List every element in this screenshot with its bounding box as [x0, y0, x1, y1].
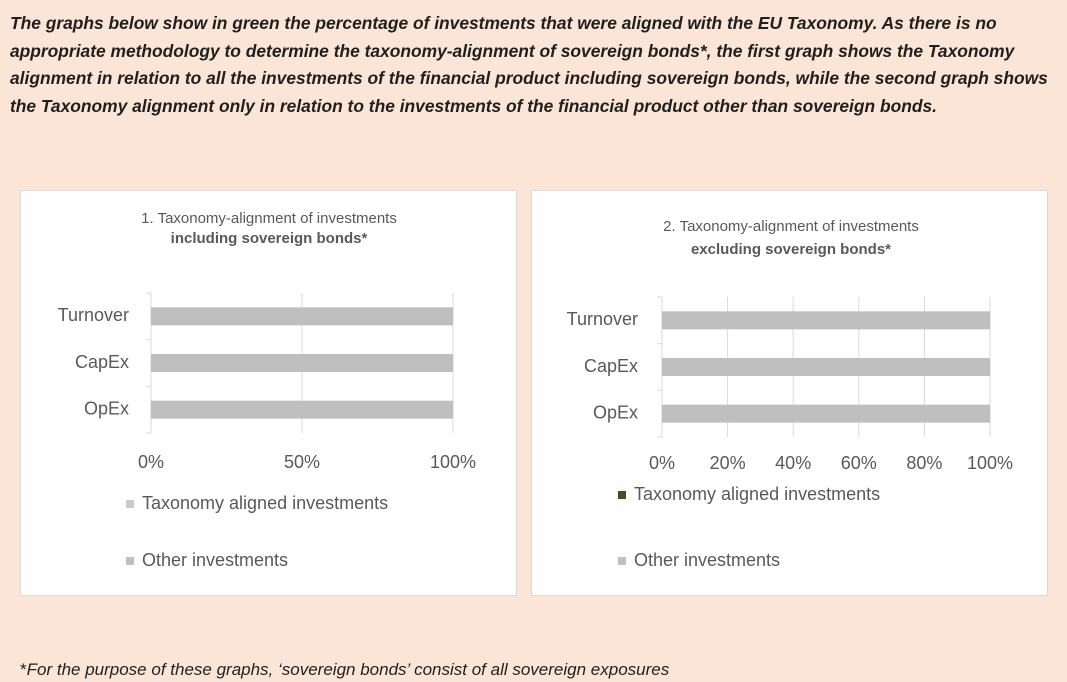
legend-swatch — [126, 500, 134, 508]
chart-subtitle: including sovereign bonds* — [171, 230, 368, 247]
bar-segment — [662, 358, 990, 376]
x-tick-label: 20% — [710, 453, 746, 473]
bar-segment — [151, 307, 453, 326]
x-tick-label: 100% — [967, 453, 1013, 473]
x-tick-label: 60% — [841, 453, 877, 473]
footnote-mark: * — [20, 660, 27, 679]
bar-segment — [662, 311, 990, 330]
chart-panel: 2. Taxonomy-alignment of investments excl… — [531, 190, 1048, 596]
footnote-text: For the purpose of these graphs, ‘sovere… — [26, 660, 670, 679]
legend-swatch — [618, 491, 626, 499]
category-label: Turnover — [58, 305, 129, 325]
x-tick-label: 50% — [284, 452, 320, 472]
x-tick-label: 80% — [906, 453, 942, 473]
legend-label: Taxonomy aligned investments — [634, 484, 880, 504]
category-label: OpEx — [593, 402, 638, 422]
x-tick-label: 0% — [649, 453, 675, 473]
chart-title: 2. Taxonomy-alignment of investments — [663, 218, 919, 235]
x-tick-label: 40% — [775, 453, 811, 473]
footnote: *For the purpose of these graphs, ‘sover… — [20, 660, 669, 680]
x-tick-label: 0% — [138, 452, 164, 472]
category-label: Turnover — [567, 309, 638, 329]
legend-label: Other investments — [634, 550, 780, 570]
chart-title: 1. Taxonomy-alignment of investments — [141, 210, 397, 227]
legend-label: Taxonomy aligned investments — [142, 493, 388, 513]
category-label: OpEx — [84, 398, 129, 418]
bar-segment — [662, 404, 990, 423]
bar-segment — [151, 400, 453, 419]
category-label: CapEx — [584, 356, 638, 376]
intro-text: The graphs below show in green the perce… — [10, 13, 1048, 116]
x-tick-label: 100% — [430, 452, 476, 472]
legend-label: Other investments — [142, 550, 288, 570]
chart-panel: 1. Taxonomy-alignment of investments incl… — [20, 190, 517, 596]
legend-swatch — [126, 557, 134, 565]
chart-subtitle: excluding sovereign bonds* — [691, 241, 891, 258]
legend-swatch — [618, 557, 626, 565]
bar-segment — [151, 354, 453, 372]
category-label: CapEx — [75, 352, 129, 372]
